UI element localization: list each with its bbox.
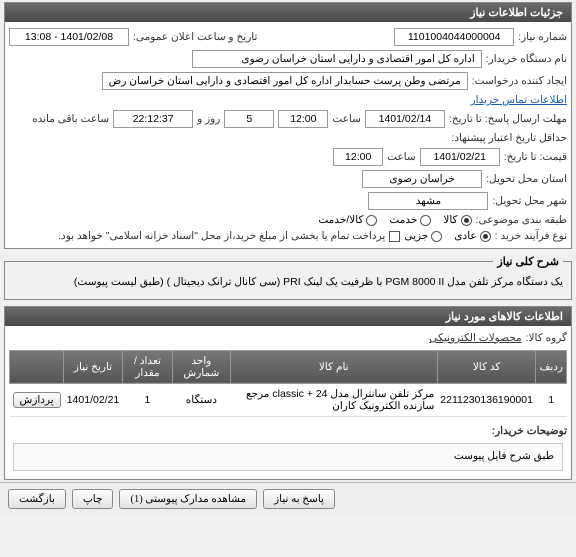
time-label-1: ساعت — [332, 113, 361, 125]
deadline2-label: مهلت ارسال پاسخ: تا تاریخ: — [449, 113, 567, 125]
remain-days: 5 — [224, 110, 274, 128]
details-body: شماره نیاز: 1101004044000004 تاریخ و ساع… — [5, 22, 571, 248]
row-download-button[interactable]: پردازش — [13, 392, 61, 408]
th-qty: تعداد / مقدار — [122, 350, 172, 383]
radio-service[interactable]: خدمت — [389, 214, 431, 226]
th-action — [10, 350, 64, 383]
process-note: پرداخت تمام یا بخشی از مبلغ خرید،از محل … — [58, 230, 385, 242]
radio-icon — [420, 215, 431, 226]
announce-value: 1401/02/08 - 13:08 — [9, 28, 129, 46]
radio-partial[interactable]: جزیی — [404, 230, 442, 242]
items-table: ردیف کد کالا نام کالا واحد شمارش تعداد /… — [9, 350, 567, 417]
reply-button[interactable]: پاسخ به نیاز — [263, 489, 335, 509]
radio-goods[interactable]: کالا — [443, 214, 471, 226]
deadline-date: 1401/02/14 — [365, 110, 445, 128]
cell-qty: 1 — [122, 383, 172, 416]
announce-label: تاریخ و ساعت اعلان عمومی: — [133, 31, 257, 43]
description-text: یک دستگاه مرکز تلفن مدل PGM 8000 II با ظ… — [13, 274, 563, 291]
items-body: گروه کالا: محصولات الکترونیکی ردیف کد کا… — [5, 326, 571, 479]
treasury-checkbox[interactable] — [389, 231, 400, 242]
group-value: محصولات الکترونیکی — [429, 332, 521, 344]
notes-label: توضیحات خریدار: — [492, 425, 567, 437]
details-header: جزئیات اطلاعات نیاز — [5, 3, 571, 22]
th-code: کد کالا — [437, 350, 536, 383]
cell-action: پردازش — [10, 383, 64, 416]
category-radios: کالا خدمت کالا/خدمت — [318, 214, 471, 226]
buyer-value: اداره کل امور اقتصادی و دارایی استان خرا… — [192, 50, 482, 68]
radio-icon — [366, 215, 377, 226]
description-legend: شرح کلی نیاز — [493, 255, 563, 268]
remain-time: 22:12:37 — [113, 110, 193, 128]
radio-service-label: خدمت — [389, 214, 417, 226]
cell-row: 1 — [536, 383, 567, 416]
footer-buttons: بازگشت چاپ مشاهده مدارک پیوستی (1) پاسخ … — [0, 482, 576, 515]
th-date: تاریخ نیاز — [64, 350, 123, 383]
process-label: نوع فرآیند خرید : — [495, 230, 567, 242]
radio-svcgoods-label: کالا/خدمت — [318, 214, 363, 226]
reqno-value: 1101004044000004 — [394, 28, 514, 46]
cell-name: مرکز تلفن سانترال مدل classic + 24 مرجع … — [230, 383, 437, 416]
province-label: استان محل تحویل: — [486, 173, 567, 185]
city-label: شهر محل تحویل: — [492, 195, 567, 207]
radio-svc-goods[interactable]: کالا/خدمت — [318, 214, 377, 226]
cell-code: 2211230136190001 — [437, 383, 536, 416]
th-name: نام کالا — [230, 350, 437, 383]
buyer-label: نام دستگاه خریدار: — [486, 53, 567, 65]
radio-icon — [461, 215, 472, 226]
cell-date: 1401/02/21 — [64, 383, 123, 416]
th-row: ردیف — [536, 350, 567, 383]
th-unit: واحد شمارش — [173, 350, 230, 383]
category-label: طبقه بندی موضوعی: — [476, 214, 567, 226]
attachments-button[interactable]: مشاهده مدارک پیوستی (1) — [119, 489, 257, 509]
back-button[interactable]: بازگشت — [8, 489, 66, 509]
time-label-2: ساعت — [387, 151, 416, 163]
buyer-notes: طبق شرح فایل پیوست — [13, 443, 563, 471]
radio-icon — [431, 231, 442, 242]
details-panel: جزئیات اطلاعات نیاز شماره نیاز: 11010040… — [4, 2, 572, 249]
reqno-label: شماره نیاز: — [518, 31, 567, 43]
remain-label: ساعت باقی مانده — [32, 113, 109, 125]
price-time: 12:00 — [333, 148, 383, 166]
price-until-label: قیمت: تا تاریخ: — [504, 151, 567, 163]
radio-normal-label: عادی — [454, 230, 476, 242]
radio-normal[interactable]: عادی — [454, 230, 490, 242]
deadline-time: 12:00 — [278, 110, 328, 128]
process-radios: عادی جزیی — [404, 230, 490, 242]
remain-day-label: روز و — [197, 113, 220, 125]
city-value: مشهد — [368, 192, 488, 210]
price-date: 1401/02/21 — [420, 148, 500, 166]
deadline-label: حداقل تاریخ اعتبار پیشنهاد: — [451, 132, 567, 144]
creator-value: مرتضی وطن پرست حسابدار اداره کل امور اقت… — [102, 72, 468, 90]
creator-label: ایجاد کننده درخواست: — [472, 75, 567, 87]
description-fieldset: شرح کلی نیاز یک دستگاه مرکز تلفن مدل PGM… — [4, 255, 572, 300]
group-label: گروه کالا: — [526, 332, 567, 344]
province-value: خراسان رضوی — [362, 170, 482, 188]
contact-link[interactable]: اطلاعات تماس خریدار — [471, 94, 567, 106]
print-button[interactable]: چاپ — [72, 489, 114, 509]
radio-goods-label: کالا — [443, 214, 457, 226]
table-row: 1 2211230136190001 مرکز تلفن سانترال مدل… — [10, 383, 567, 416]
cell-unit: دستگاه — [173, 383, 230, 416]
radio-partial-label: جزیی — [404, 230, 428, 242]
radio-icon — [480, 231, 491, 242]
items-panel: اطلاعات کالاهای مورد نیاز گروه کالا: محص… — [4, 306, 572, 480]
items-header: اطلاعات کالاهای مورد نیاز — [5, 307, 571, 326]
